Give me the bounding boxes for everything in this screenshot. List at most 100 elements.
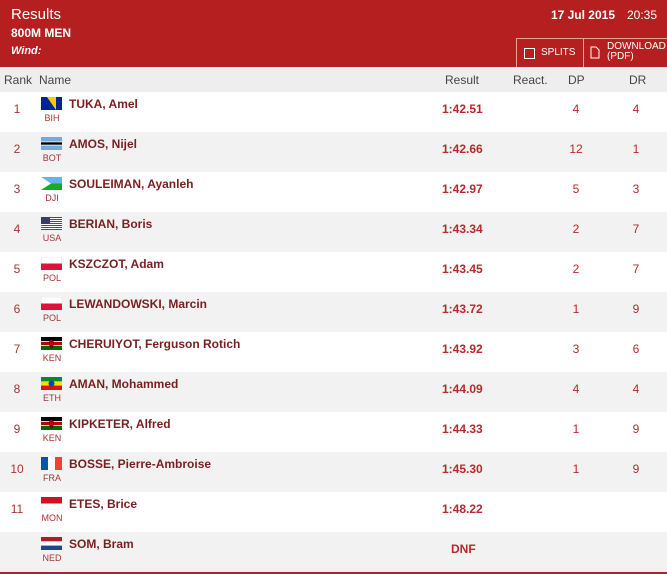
dr: 6 <box>632 342 640 356</box>
rank: 11 <box>10 502 24 516</box>
bottom-border <box>0 572 667 574</box>
dr: 9 <box>632 462 640 476</box>
athlete-name: BERIAN, Boris <box>69 217 153 231</box>
flag <box>41 457 62 470</box>
dp: 4 <box>572 102 580 116</box>
dp: 2 <box>572 222 580 236</box>
column-label: Rank <box>4 73 33 87</box>
rank: 8 <box>13 382 21 396</box>
athlete-name: CHERUIYOT, Ferguson Rotich <box>69 337 241 351</box>
event: 800M MEN <box>11 26 72 40</box>
table-row: 10 FRA BOSSE, Pierre-Ambroise 1:45.30 1 9 <box>0 452 667 492</box>
rank: 3 <box>13 182 21 196</box>
flag <box>41 217 62 230</box>
table-row: 6 POL LEWANDOWSKI, Marcin 1:43.72 1 9 <box>0 292 667 332</box>
button-label: SPLITS <box>541 47 576 58</box>
country-code: KEN <box>42 433 62 443</box>
country-code: BOT <box>42 153 62 163</box>
athlete-name: BOSSE, Pierre-Ambroise <box>69 457 212 471</box>
result: 1:44.33 <box>442 422 483 436</box>
dp: 5 <box>572 182 580 196</box>
country-code: BIH <box>44 113 60 123</box>
flag <box>41 537 62 550</box>
dp: 1 <box>572 302 580 316</box>
column-label: Result <box>445 73 480 87</box>
result: 1:42.97 <box>442 182 483 196</box>
athlete-name: AMOS, Nijel <box>69 137 138 151</box>
wind: Wind: <box>11 45 42 57</box>
flag <box>41 377 62 390</box>
rank: 1 <box>13 102 21 116</box>
country-code: DJI <box>45 193 59 203</box>
athlete-name: KSZCZOT, Adam <box>69 257 164 271</box>
table-row: 2 BOT AMOS, Nijel 1:42.66 12 1 <box>0 132 667 172</box>
flag <box>41 297 62 310</box>
time: 20:35 <box>626 8 657 22</box>
splits-button[interactable]: SPLITS <box>516 38 583 67</box>
table-row: 5 POL KSZCZOT, Adam 1:43.45 2 7 <box>0 252 667 292</box>
download-button[interactable]: DOWNLOAD (PDF) <box>583 38 667 67</box>
dr: 7 <box>632 222 640 236</box>
result: 1:43.92 <box>442 342 483 356</box>
result: 1:43.34 <box>442 222 483 236</box>
dp: 1 <box>572 422 580 436</box>
checkbox-icon <box>524 48 535 59</box>
country-code: MON <box>41 513 63 523</box>
result: 1:42.51 <box>442 102 483 116</box>
rank: 7 <box>13 342 21 356</box>
rank: 6 <box>13 302 21 316</box>
rank: 10 <box>10 462 24 476</box>
country-code: USA <box>42 233 62 243</box>
flag <box>41 97 62 110</box>
table-row: 11 MON ETES, Brice 1:48.22 <box>0 492 667 532</box>
dr: 4 <box>632 102 640 116</box>
table-row: NED SOM, Bram DNF <box>0 532 667 572</box>
flag <box>41 497 62 510</box>
athlete-name: TUKA, Amel <box>69 97 138 111</box>
athlete-name: SOM, Bram <box>69 537 134 551</box>
dr: 7 <box>632 262 640 276</box>
dp: 1 <box>572 462 580 476</box>
athlete-name: SOULEIMAN, Ayanleh <box>69 177 194 191</box>
athlete-name: KIPKETER, Alfred <box>69 417 171 431</box>
athlete-name: AMAN, Mohammed <box>69 377 179 391</box>
rank: 2 <box>13 142 21 156</box>
table-row: 7 KEN CHERUIYOT, Ferguson Rotich 1:43.92 3 6 <box>0 332 667 372</box>
pdf-icon <box>590 46 600 59</box>
country-code: POL <box>42 273 61 283</box>
dr: 9 <box>632 422 640 436</box>
dr: 1 <box>632 142 640 156</box>
header: Results 800M MEN Wind: 17 Jul 2015 20:35… <box>0 0 667 67</box>
dp: 3 <box>572 342 580 356</box>
dr: 9 <box>632 302 640 316</box>
rank: 9 <box>13 422 21 436</box>
dp: 2 <box>572 262 580 276</box>
table-row: 3 DJI SOULEIMAN, Ayanleh 1:42.97 5 3 <box>0 172 667 212</box>
athlete-name: LEWANDOWSKI, Marcin <box>69 297 208 311</box>
title: Results <box>11 6 62 23</box>
rank: 4 <box>13 222 21 236</box>
flag <box>41 337 62 350</box>
dp: 12 <box>569 142 583 156</box>
column-label: DR <box>629 73 647 87</box>
column-label: DP <box>568 73 585 87</box>
table-row: 9 KEN KIPKETER, Alfred 1:44.33 1 9 <box>0 412 667 452</box>
result: 1:45.30 <box>442 462 483 476</box>
column-label: React. <box>513 73 548 87</box>
dr: 4 <box>632 382 640 396</box>
flag <box>41 177 62 190</box>
country-code: FRA <box>43 473 61 483</box>
athlete-name: ETES, Brice <box>69 497 138 511</box>
result: DNF <box>451 542 476 556</box>
country-code: ETH <box>43 393 61 403</box>
column-label: Name <box>39 73 72 87</box>
result: 1:44.09 <box>442 382 483 396</box>
dr: 3 <box>632 182 640 196</box>
button-label: DOWNLOAD (PDF) <box>607 41 666 62</box>
country-code: KEN <box>42 353 62 363</box>
date: 17 Jul 2015 <box>550 8 615 22</box>
country-code: NED <box>42 553 62 563</box>
column-header: Rank Name Result React. DP DR <box>0 67 667 92</box>
flag <box>41 417 62 430</box>
